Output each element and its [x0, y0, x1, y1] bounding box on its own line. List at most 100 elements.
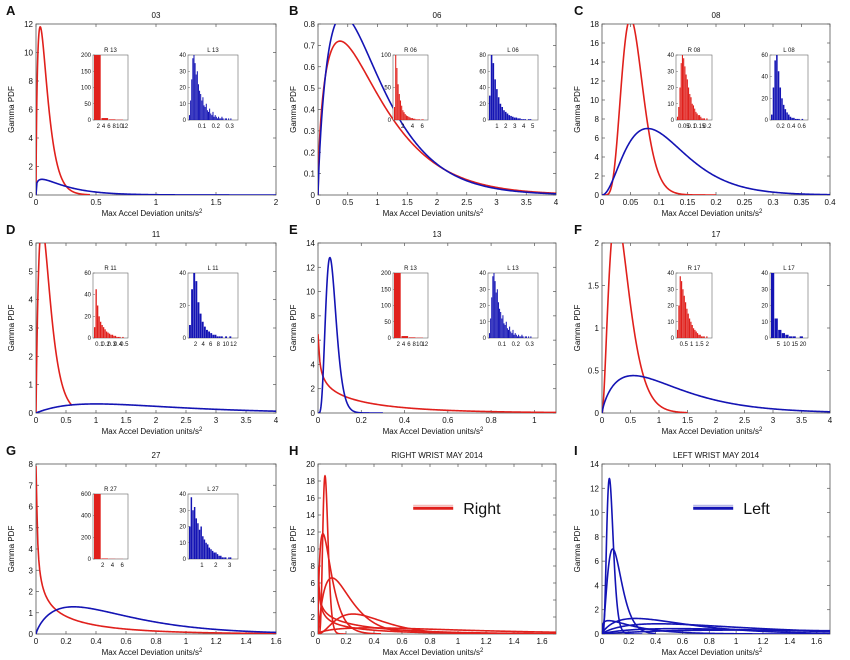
inset-bar — [700, 116, 702, 120]
inset-histogram: L 13 0 10 20 30 40 0.1 0.2 0.3 — [479, 266, 539, 348]
x-tick-label: 1 — [154, 198, 159, 207]
inset-bar — [520, 119, 523, 120]
inset-bar — [422, 119, 424, 120]
panel-title: 11 — [152, 230, 161, 239]
x-axis-label-text: Max Accel Deviation units/s — [383, 209, 480, 218]
inset-x-tick-label: 2 — [397, 342, 401, 348]
x-tick-label: 1.5 — [402, 198, 414, 207]
inset-bar — [688, 87, 690, 120]
inset-bar — [210, 549, 212, 559]
x-tick-label: 2.5 — [461, 198, 473, 207]
x-axis-label: Max Accel Deviation units/s2 — [662, 209, 763, 218]
inset-y-tick-label: 0 — [388, 336, 392, 342]
inset-bar — [189, 526, 191, 559]
y-tick-label: 6 — [595, 557, 600, 566]
x-tick-label: 0.8 — [704, 637, 716, 646]
x-axis-label-text: Max Accel Deviation units/s — [662, 209, 759, 218]
inset-bar — [414, 118, 416, 120]
inset-x-tick-label: 0.5 — [120, 342, 129, 348]
curve-H-08 — [318, 474, 346, 634]
inset-bar — [776, 55, 778, 120]
inset-title: L 17 — [783, 266, 795, 272]
inset-y-tick-label: 50 — [84, 102, 91, 108]
inset-bar — [677, 329, 679, 338]
x-axis-label: Max Accel Deviation units/s2 — [102, 427, 203, 436]
inset-bar — [192, 510, 194, 559]
inset-bar — [101, 325, 103, 338]
y-tick-label: 1 — [29, 381, 34, 390]
x-tick-label: 1.5 — [120, 416, 132, 425]
inset-bar — [203, 105, 205, 120]
inset-x-tick-label: 0.3 — [525, 342, 534, 348]
inset-bar — [677, 116, 679, 120]
inset-bar — [190, 497, 193, 559]
inset-histogram: L 27 0 10 20 30 40 1 2 3 — [179, 487, 239, 569]
inset-x-tick-label: 0.5 — [680, 342, 689, 348]
y-tick-label: 0.4 — [304, 106, 316, 115]
curve-B-left — [318, 24, 556, 195]
inset-bar — [220, 555, 222, 559]
x-tick-label: 3.5 — [521, 198, 533, 207]
inset-bar — [509, 326, 511, 338]
panel-letter: B — [289, 3, 298, 18]
inset-bar — [196, 71, 198, 120]
inset-bar — [119, 336, 121, 338]
curve-E-right — [318, 334, 556, 413]
inset-x-tick-label: 3 — [513, 124, 517, 130]
y-tick-label: 6 — [595, 134, 600, 143]
inset-bar — [514, 333, 516, 338]
inset-x-tick-label: 0.2 — [212, 124, 221, 130]
inset-bar — [506, 328, 508, 338]
inset-bar — [122, 336, 124, 338]
inset-bar — [199, 90, 201, 120]
inset-bar — [683, 58, 685, 120]
inset-bar — [218, 336, 221, 338]
x-tick-label: 0.5 — [60, 416, 72, 425]
inset-x-tick-label: 0.2 — [101, 342, 110, 348]
curves — [36, 25, 276, 195]
inset-y-tick-label: 50 — [384, 320, 391, 326]
inset-y-tick-label: 10 — [179, 102, 186, 108]
inset-y-tick-label: 30 — [667, 69, 674, 75]
inset-y-tick-label: 80 — [479, 53, 486, 59]
inset-bar — [399, 100, 402, 120]
inset-bar — [396, 68, 398, 120]
y-tick-label: 8 — [29, 77, 34, 86]
axes-frame — [317, 242, 557, 414]
inset-x-tick-label: 4 — [102, 124, 106, 130]
inset-y-tick-label: 10 — [179, 541, 186, 547]
y-tick-label: 12 — [306, 263, 315, 272]
inset-x-tick-label: 0.2 — [776, 124, 785, 130]
inset-bar — [692, 328, 695, 338]
x-tick-label: 2 — [274, 198, 279, 207]
inset-bar — [113, 335, 115, 338]
x-axis-label-superscript: 2 — [480, 648, 484, 654]
inset-bar — [529, 119, 532, 120]
y-axis-label: Gamma PDF — [289, 86, 298, 133]
y-tick-label: 6 — [29, 503, 34, 512]
inset-bar — [110, 334, 112, 338]
inset-bar — [212, 111, 214, 120]
x-axis-label-superscript: 2 — [480, 209, 484, 215]
inset-y-tick-label: 0 — [88, 336, 92, 342]
y-tick-label: 0.5 — [304, 84, 316, 93]
inset-bar — [211, 115, 213, 120]
curve-H-13 — [318, 578, 556, 634]
inset-bar — [394, 107, 396, 120]
y-tick-label: 0.3 — [304, 127, 316, 136]
inset-bar — [208, 331, 211, 338]
x-tick-label: 0.8 — [486, 416, 498, 425]
inset-x-tick-label: 10 — [416, 342, 423, 348]
panel-letter: A — [6, 3, 16, 18]
curves — [318, 24, 556, 195]
inset-x-tick-label: 5 — [777, 342, 781, 348]
y-tick-label: 16 — [590, 39, 599, 48]
inset-y-tick-label: 600 — [81, 492, 92, 498]
inset-y-tick-label: 0 — [88, 118, 92, 124]
y-tick-label: 0.1 — [304, 170, 316, 179]
inset-bar — [216, 336, 219, 338]
inset-x-tick-label: 1 — [200, 563, 204, 569]
x-tick-label: 2.5 — [739, 416, 751, 425]
y-tick-label: 0.2 — [304, 148, 316, 157]
